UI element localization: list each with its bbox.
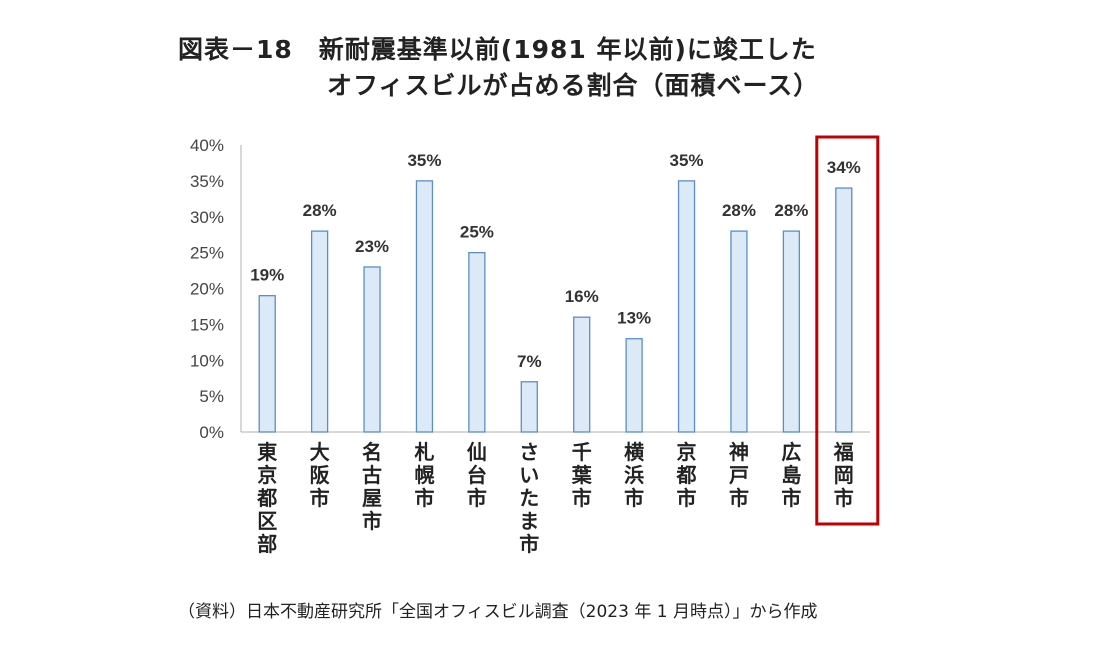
category-label: 神戸市 — [729, 440, 749, 510]
category-label: 仙台市 — [467, 440, 487, 510]
bar — [310, 230, 329, 433]
bar — [730, 230, 748, 433]
y-tick-label: 10% — [190, 351, 224, 370]
chart-title-line-2: オフィスビルが占める割合（面積ベース） — [327, 71, 820, 100]
category-label: 札幌市 — [413, 440, 434, 510]
bar — [625, 338, 643, 433]
data-label: 19% — [250, 266, 284, 285]
data-label: 35% — [407, 151, 441, 170]
y-tick-label: 30% — [190, 208, 224, 227]
bar — [415, 180, 434, 433]
bar — [835, 187, 853, 433]
chart-title-line-1: 図表－18 新耐震基準以前(1981 年以前)に竣工した — [178, 35, 817, 64]
bar — [468, 251, 486, 433]
category-label: 福岡市 — [833, 440, 854, 510]
category-label: さいたま市 — [519, 440, 539, 556]
y-tick-label: 0% — [199, 423, 224, 442]
source-note: （資料）日本不動産研究所「全国オフィスビル調査（2023 年 1 月時点）」から… — [178, 602, 818, 622]
bar — [520, 381, 538, 433]
y-tick-label: 35% — [190, 172, 224, 191]
category-label: 京都市 — [676, 440, 697, 510]
category-label: 名古屋市 — [362, 440, 382, 533]
y-tick-label: 25% — [190, 244, 224, 263]
category-label: 横浜市 — [624, 440, 645, 510]
data-label: 25% — [460, 223, 494, 242]
y-tick-label: 40% — [190, 136, 224, 155]
highlight-box — [815, 135, 880, 526]
bar — [258, 295, 276, 433]
bar — [363, 266, 381, 433]
data-label: 16% — [565, 287, 599, 306]
y-tick-label: 20% — [190, 280, 224, 299]
category-label: 大阪市 — [310, 440, 331, 510]
data-label: 35% — [670, 151, 704, 170]
data-label: 13% — [617, 309, 651, 328]
data-label: 28% — [774, 201, 808, 220]
bar — [573, 316, 591, 433]
category-label: 千葉市 — [571, 440, 593, 510]
data-label: 23% — [355, 237, 389, 256]
data-label: 28% — [722, 201, 756, 220]
data-label: 34% — [827, 158, 861, 177]
bar — [677, 180, 696, 433]
category-label: 東京都区部 — [256, 440, 277, 556]
category-label: 広島市 — [781, 440, 801, 510]
data-label: 7% — [517, 352, 542, 371]
y-tick-label: 15% — [190, 315, 224, 334]
y-tick-label: 5% — [199, 387, 224, 406]
bar — [782, 230, 801, 433]
data-label: 28% — [303, 201, 337, 220]
